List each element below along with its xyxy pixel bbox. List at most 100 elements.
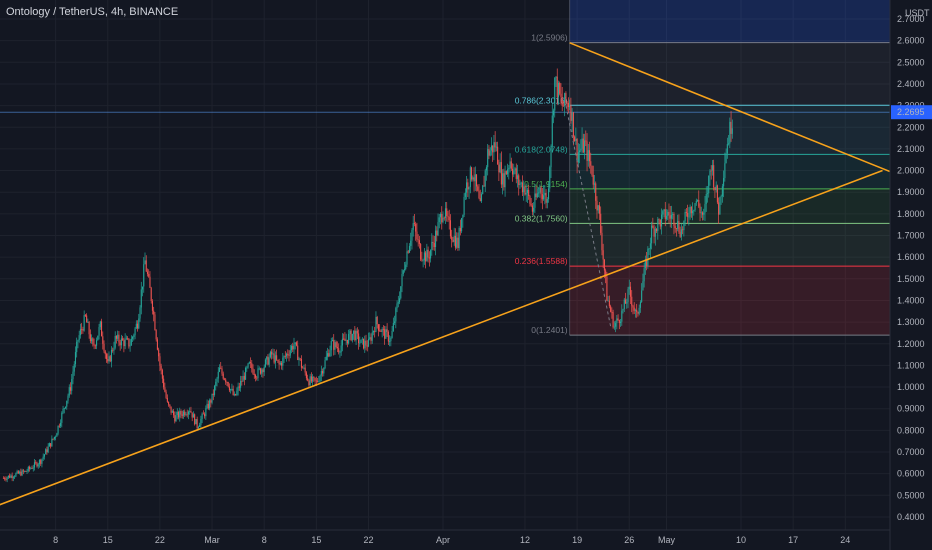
candle-up <box>543 195 545 200</box>
candle-up <box>663 209 665 212</box>
fib-zone-0.618 <box>569 154 932 189</box>
candle-up <box>660 214 663 227</box>
candle-up <box>731 128 733 134</box>
candle-down <box>483 185 485 187</box>
candle-down <box>186 414 188 416</box>
candle-up <box>411 229 413 241</box>
y-tick-label: 0.9000 <box>897 404 925 414</box>
candle-up <box>482 185 484 195</box>
candle-down <box>276 355 278 360</box>
candle-up <box>320 371 322 376</box>
y-tick-label: 1.5000 <box>897 274 925 284</box>
candle-down <box>358 333 360 344</box>
candle-down <box>153 310 155 315</box>
candle-up <box>187 411 190 415</box>
candle-up <box>389 341 391 342</box>
candle-up <box>490 145 492 151</box>
candle-up <box>294 342 296 345</box>
candle-up <box>634 309 637 311</box>
candle-down <box>679 231 681 237</box>
candle-up <box>339 352 341 353</box>
candle-up <box>516 175 519 179</box>
candle-down <box>295 342 298 346</box>
fib-zone-1 <box>569 42 932 106</box>
candle-up <box>258 368 260 370</box>
candle-down <box>328 353 330 357</box>
candle-down <box>624 299 627 304</box>
candle-up <box>696 199 699 201</box>
trendline-descending-resistance <box>569 42 921 185</box>
candle-up <box>293 344 295 350</box>
candle-down <box>102 336 104 344</box>
candle-down <box>222 373 224 379</box>
candle-down <box>535 193 537 198</box>
candle-down <box>669 215 671 219</box>
candle-up <box>261 369 263 374</box>
candle-down <box>500 162 502 185</box>
candle-up <box>453 235 455 242</box>
candle-down <box>433 243 435 248</box>
candle-down <box>308 380 310 386</box>
candle-down <box>678 221 680 232</box>
candle-down <box>300 359 302 368</box>
candle-up <box>134 328 136 336</box>
candle-down <box>407 251 409 253</box>
candle-up <box>719 197 721 215</box>
candle-down <box>443 217 445 219</box>
y-tick-label: 1.8000 <box>897 209 925 219</box>
candle-up <box>400 286 402 299</box>
candle-down <box>184 411 186 416</box>
candle-up <box>613 326 615 328</box>
candle-down <box>173 411 175 416</box>
candle-up <box>211 393 213 403</box>
candle-up <box>523 186 525 193</box>
candle-down <box>100 321 103 337</box>
candle-down <box>212 393 214 395</box>
candle-down <box>427 249 429 258</box>
candle-up <box>474 174 476 182</box>
candle-up <box>43 454 45 457</box>
candle-down <box>478 190 480 199</box>
candle-up <box>19 471 21 474</box>
candle-down <box>611 311 613 313</box>
candle-up <box>209 400 211 409</box>
candle-up <box>571 112 573 121</box>
candle-up <box>526 189 528 193</box>
candle-up <box>728 143 730 145</box>
y-tick-label: 2.5000 <box>897 57 925 67</box>
candle-down <box>421 259 423 261</box>
candle-up <box>430 250 432 259</box>
candle-down <box>376 316 378 325</box>
candle-down <box>127 338 129 340</box>
candle-down <box>273 353 275 363</box>
candle-up <box>133 335 135 337</box>
candle-down <box>137 323 139 329</box>
candle-down <box>459 227 461 232</box>
candle-up <box>129 345 131 347</box>
candle-down <box>457 237 459 249</box>
candle-up <box>667 211 669 216</box>
candle-up <box>665 215 668 220</box>
candle-up <box>708 175 710 194</box>
y-tick-label: 2.0000 <box>897 166 925 176</box>
candle-down <box>540 187 542 195</box>
candle-up <box>525 192 527 195</box>
candle-up <box>345 339 347 341</box>
candle-up <box>233 394 235 395</box>
candle-down <box>524 186 526 195</box>
candle-down <box>416 231 418 240</box>
candle-up <box>56 433 58 437</box>
candle-down <box>699 206 701 214</box>
candle-down <box>297 345 299 360</box>
candle-up <box>456 237 458 248</box>
candle-down <box>370 337 372 341</box>
candle-up <box>197 426 199 429</box>
candle-down <box>305 372 307 379</box>
candle-down <box>529 196 531 204</box>
candle-down <box>682 229 684 231</box>
candle-up <box>651 225 653 244</box>
candle-down <box>150 287 152 302</box>
candle-down <box>267 356 269 365</box>
candle-down <box>602 250 604 260</box>
